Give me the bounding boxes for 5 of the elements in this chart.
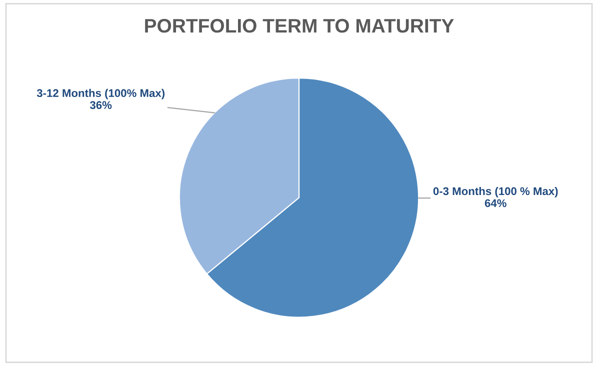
slice-label: 0-3 Months (100 % Max) xyxy=(433,186,558,198)
data-label: 64% xyxy=(484,199,506,208)
slice-label: 3-12 Months (100% Max) xyxy=(36,88,165,100)
data-label: 36% xyxy=(90,101,112,110)
chart-title: PORTFOLIO TERM TO MATURITY xyxy=(145,18,454,33)
